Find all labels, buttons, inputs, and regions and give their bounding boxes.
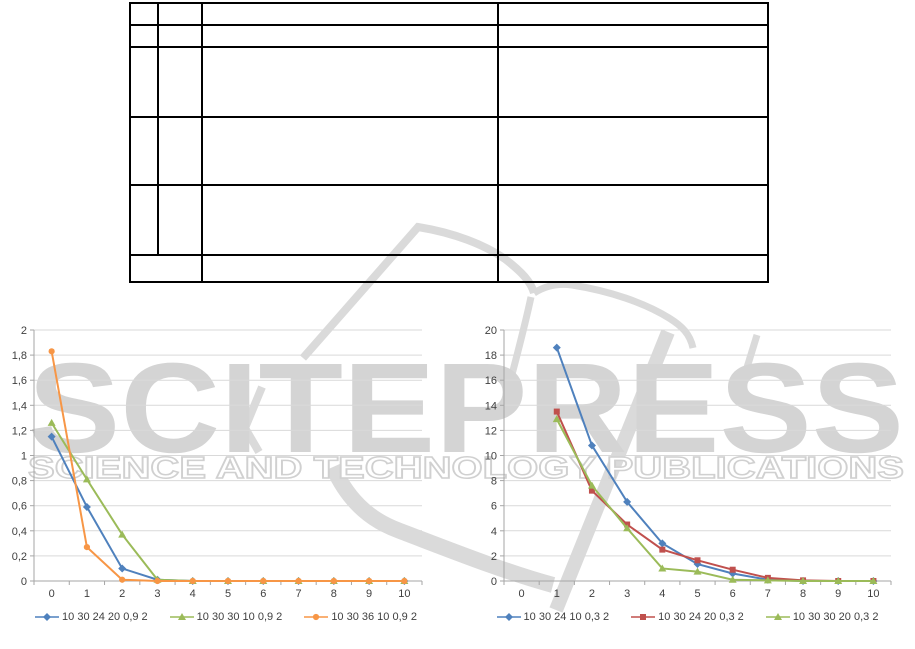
legend-triangle-marker-icon — [169, 612, 194, 622]
svg-text:10: 10 — [485, 451, 497, 463]
table-cell — [497, 24, 769, 48]
table-cell — [157, 184, 203, 256]
legend-entry: 10 30 36 10 0,9 2 — [304, 611, 417, 623]
results-table — [129, 2, 769, 283]
table-cell — [157, 116, 203, 186]
table-cell — [129, 24, 159, 48]
table-cell — [157, 46, 203, 118]
table-cell — [129, 254, 203, 283]
table-cell — [129, 46, 159, 118]
legend-label: 10 30 24 20 0,9 2 — [62, 611, 148, 623]
table-cell — [201, 254, 499, 283]
results-table-wrap — [129, 2, 769, 283]
svg-text:2: 2 — [491, 551, 497, 563]
table-cell — [497, 184, 769, 256]
svg-text:4: 4 — [190, 588, 196, 600]
svg-text:0,6: 0,6 — [12, 501, 27, 513]
table-cell — [497, 46, 769, 118]
svg-text:1,6: 1,6 — [12, 375, 27, 387]
table-cell — [157, 2, 203, 26]
svg-text:4: 4 — [491, 526, 497, 538]
svg-text:10: 10 — [867, 588, 879, 600]
legend-diamond-marker-icon — [35, 612, 60, 622]
legend-entry: 10 30 24 10 0,3 2 — [496, 611, 610, 623]
legend-label: 10 30 36 10 0,9 2 — [331, 611, 417, 623]
svg-text:3: 3 — [154, 588, 160, 600]
table-row — [129, 184, 769, 256]
svg-text:0: 0 — [21, 576, 27, 588]
legend-entry: 10 30 30 10 0,9 2 — [169, 611, 283, 623]
svg-text:9: 9 — [366, 588, 372, 600]
svg-text:0: 0 — [49, 588, 55, 600]
svg-text:5: 5 — [694, 588, 700, 600]
table-cell — [129, 116, 159, 186]
svg-text:2: 2 — [119, 588, 125, 600]
svg-text:1,4: 1,4 — [12, 400, 27, 412]
svg-text:5: 5 — [225, 588, 231, 600]
svg-text:9: 9 — [835, 588, 841, 600]
svg-text:2: 2 — [21, 325, 27, 337]
table-cell — [201, 46, 499, 118]
table-cell — [497, 116, 769, 186]
legend-diamond-marker-icon — [496, 612, 521, 622]
svg-text:8: 8 — [800, 588, 806, 600]
svg-text:0: 0 — [491, 576, 497, 588]
right-chart-legend: 10 30 24 10 0,3 2 10 30 24 20 0,3 2 10 3… — [460, 611, 915, 623]
table-cell — [201, 24, 499, 48]
legend-entry: 10 30 24 20 0,3 2 — [631, 611, 744, 623]
svg-text:6: 6 — [260, 588, 266, 600]
table-cell — [497, 254, 769, 283]
legend-entry: 10 30 30 20 0,3 2 — [765, 611, 879, 623]
table-row — [129, 2, 769, 26]
legend-square-marker-icon — [631, 612, 656, 622]
table-row — [129, 116, 769, 186]
svg-text:12: 12 — [485, 425, 497, 437]
svg-text:20: 20 — [485, 325, 497, 337]
svg-text:8: 8 — [331, 588, 337, 600]
svg-text:1: 1 — [554, 588, 560, 600]
table-cell — [129, 2, 159, 26]
svg-text:7: 7 — [295, 588, 301, 600]
svg-text:6: 6 — [730, 588, 736, 600]
legend-label: 10 30 24 20 0,3 2 — [658, 611, 744, 623]
svg-text:8: 8 — [491, 476, 497, 488]
table-cell — [497, 2, 769, 26]
svg-text:10: 10 — [398, 588, 410, 600]
svg-text:1: 1 — [21, 451, 27, 463]
table-cell — [201, 2, 499, 26]
svg-text:16: 16 — [485, 375, 497, 387]
svg-text:2: 2 — [589, 588, 595, 600]
table-cell — [201, 116, 499, 186]
legend-label: 10 30 24 10 0,3 2 — [523, 611, 610, 623]
legend-label: 10 30 30 20 0,3 2 — [792, 611, 879, 623]
svg-text:1: 1 — [84, 588, 90, 600]
legend-entry: 10 30 24 20 0,9 2 — [35, 611, 148, 623]
svg-text:0,4: 0,4 — [12, 526, 27, 538]
svg-text:7: 7 — [765, 588, 771, 600]
svg-text:1,2: 1,2 — [12, 425, 27, 437]
svg-text:18: 18 — [485, 350, 497, 362]
svg-text:0: 0 — [519, 588, 525, 600]
svg-text:0,8: 0,8 — [12, 476, 27, 488]
left-chart-legend: 10 30 24 20 0,9 2 10 30 30 10 0,9 2 10 3… — [0, 611, 452, 623]
svg-text:4: 4 — [659, 588, 665, 600]
svg-text:14: 14 — [485, 400, 497, 412]
table-cell — [201, 184, 499, 256]
svg-text:1,8: 1,8 — [12, 350, 27, 362]
legend-label: 10 30 30 10 0,9 2 — [196, 611, 283, 623]
left-chart: 0 0,2 0,4 0,6 0,8 1 1,2 1,4 1,6 1,8 2 0 1 2 3 4 5 6 7 8 9 10 — [12, 325, 423, 600]
watermark-title: SCITEPRESS — [28, 337, 904, 480]
table-cell — [157, 24, 203, 48]
legend-triangle-marker-icon — [765, 612, 790, 622]
table-row — [129, 254, 769, 283]
svg-text:3: 3 — [624, 588, 630, 600]
svg-text:0,2: 0,2 — [12, 551, 27, 563]
table-cell — [129, 184, 159, 256]
table-row — [129, 24, 769, 48]
svg-text:6: 6 — [491, 501, 497, 513]
table-row — [129, 46, 769, 118]
legend-circle-marker-icon — [304, 612, 329, 622]
